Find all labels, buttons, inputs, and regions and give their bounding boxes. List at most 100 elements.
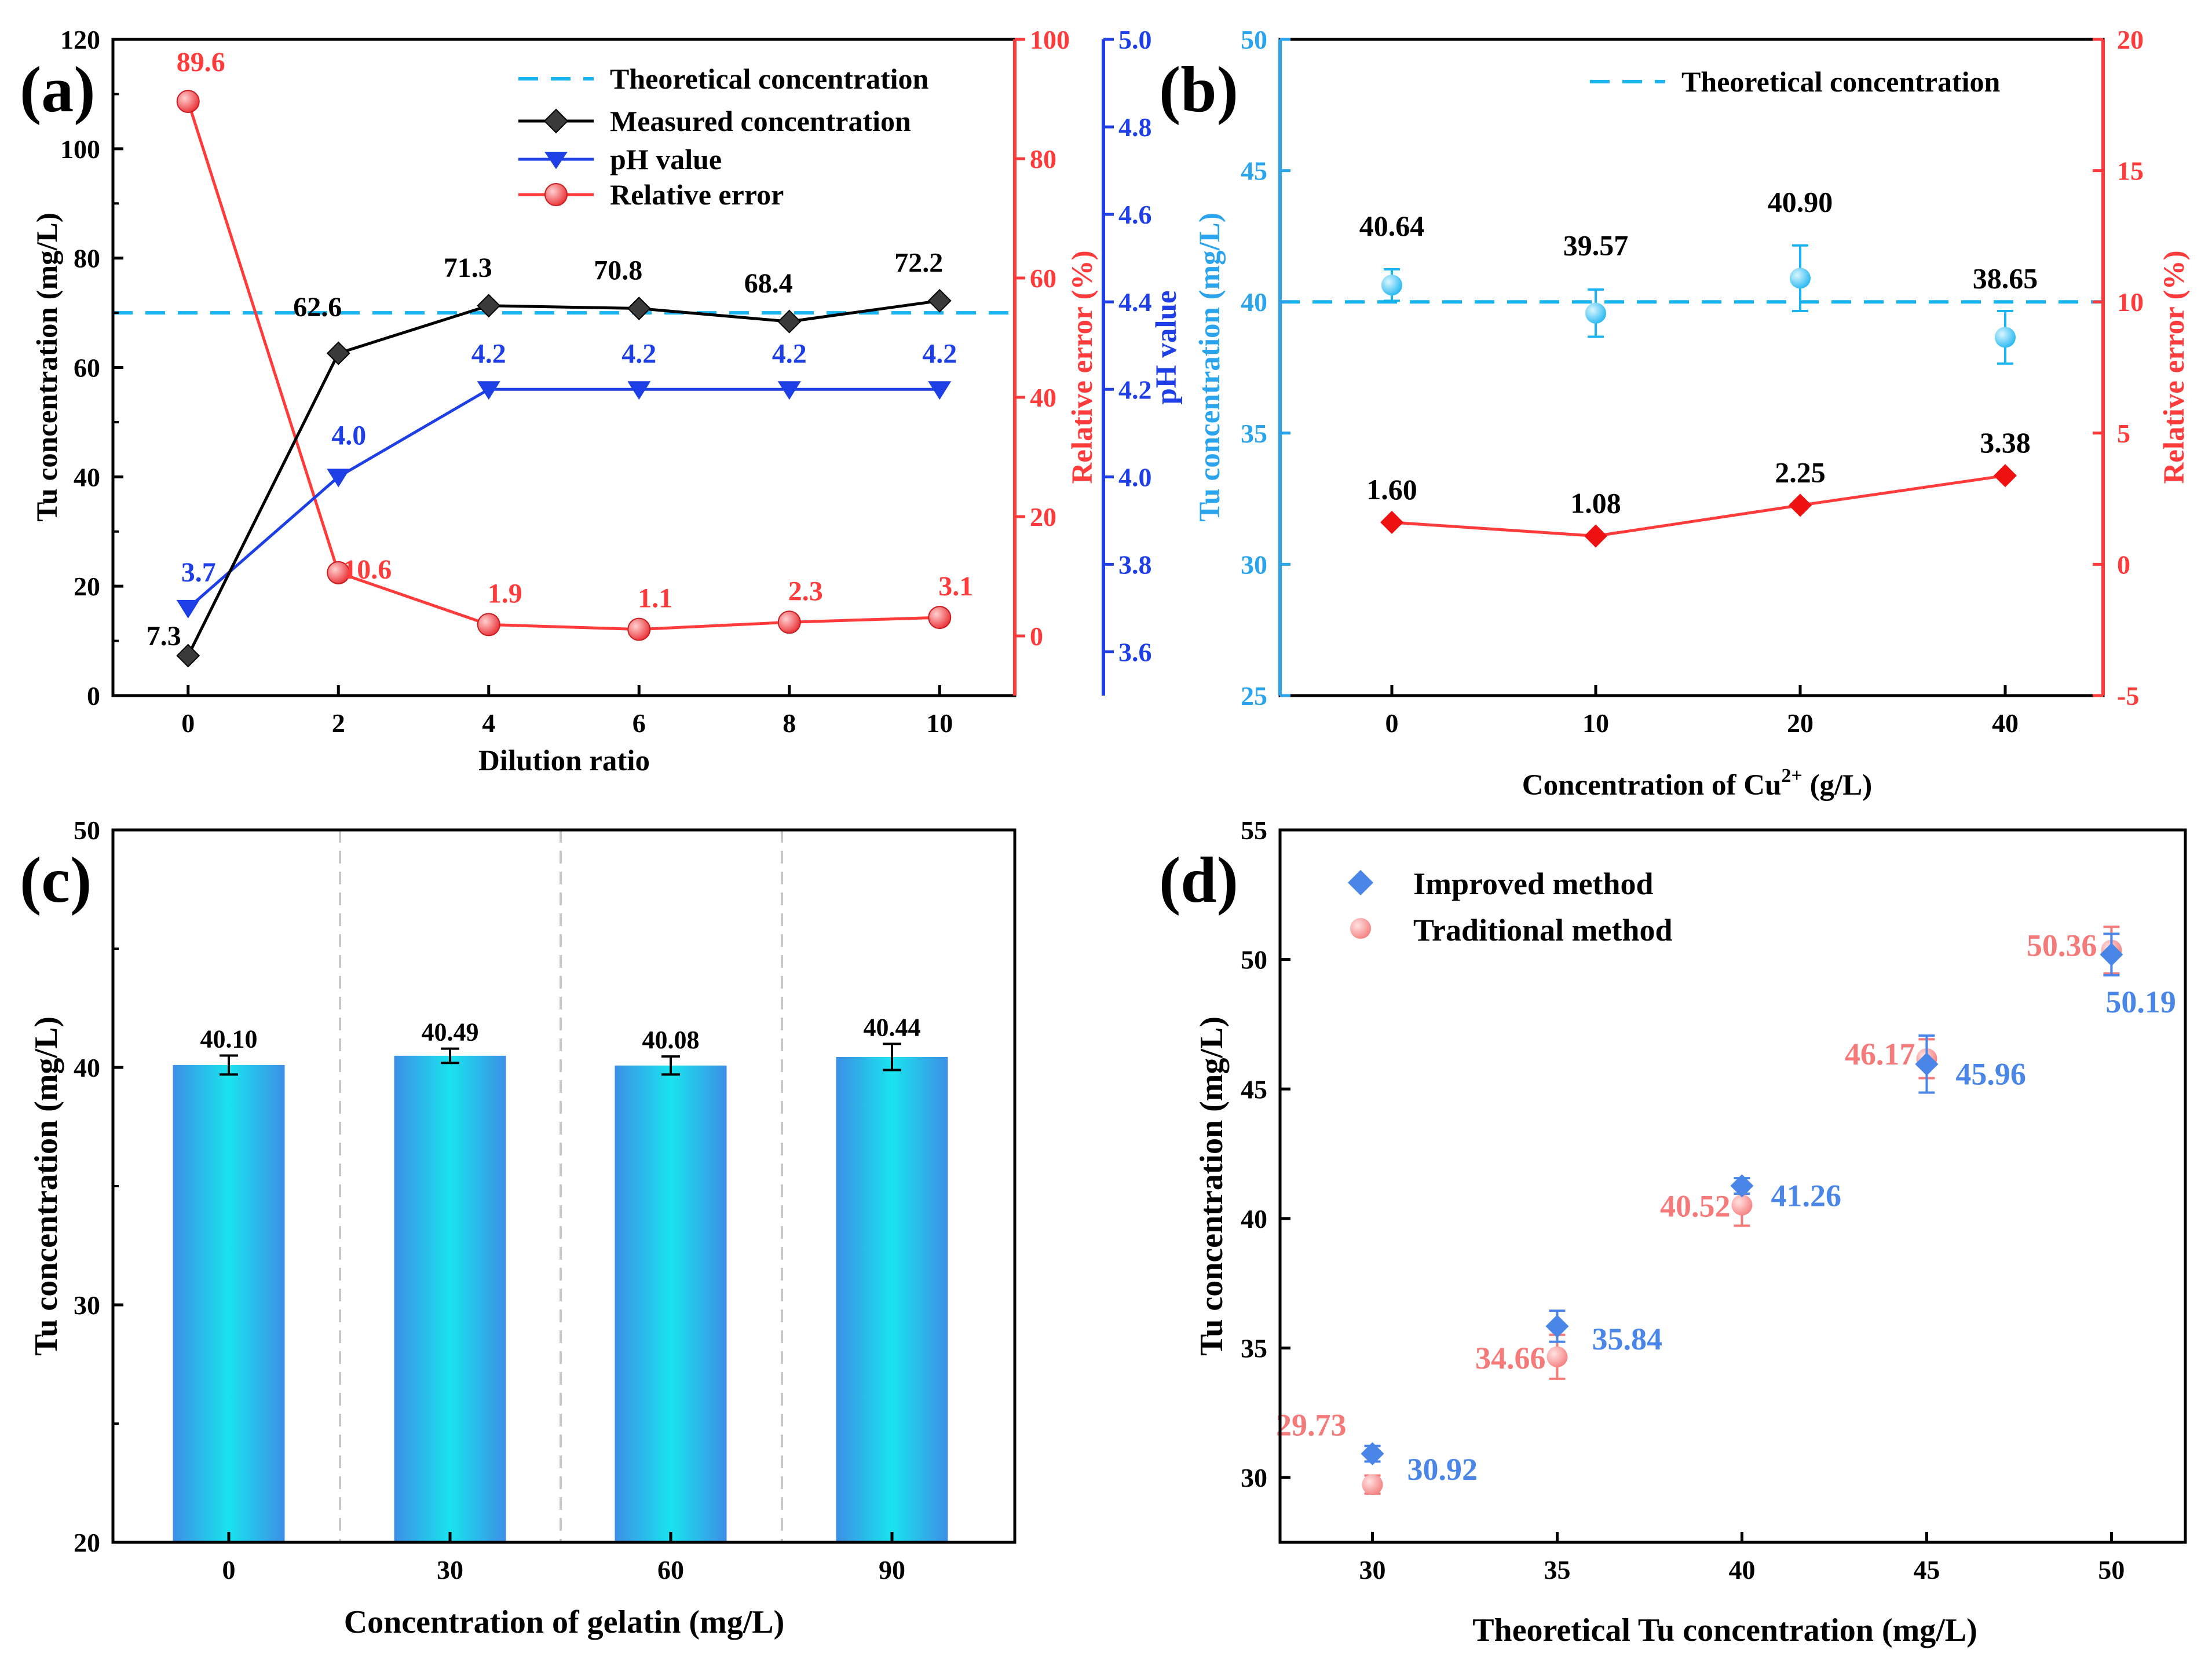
b-ylabel: Tu concentration (mg/L) <box>1194 213 1226 522</box>
c-xlabel: Concentration of gelatin (mg/L) <box>344 1604 785 1640</box>
c-panel-label: (c) <box>20 844 92 916</box>
b-tu-label: 40.64 <box>1359 210 1425 242</box>
b-xtick-label: 0 <box>1385 708 1399 738</box>
b-xlabel-main: Concentration of Cu <box>1522 769 1782 802</box>
d-improved-label: 35.84 <box>1592 1322 1662 1356</box>
a-ph-point <box>176 599 200 619</box>
d-legend-traditional-marker <box>1350 918 1371 939</box>
a-y2tick-label: 20 <box>1030 502 1056 532</box>
a-ytick-label: 20 <box>74 572 100 601</box>
d-xtick-label: 50 <box>2098 1555 2125 1585</box>
b-y2tick-label: 20 <box>2117 25 2144 54</box>
a-ph-point <box>477 381 500 400</box>
d-traditional-label: 46.17 <box>1845 1037 1915 1071</box>
b-xtick-label: 10 <box>1582 708 1609 738</box>
a-legend-measured-marker <box>543 108 569 134</box>
a-y2tick-label: 100 <box>1030 25 1070 54</box>
d-legend-improved: Improved method <box>1413 866 1654 901</box>
b-tu-label: 40.90 <box>1768 185 1833 218</box>
c-bar-label: 40.49 <box>422 1018 479 1047</box>
a-relerr-point <box>327 561 350 584</box>
b-relerr-label: 2.25 <box>1775 456 1826 488</box>
b-xlabel-tail: (g/L) <box>1802 769 1872 802</box>
b-y2label: Relative error (%) <box>2158 250 2191 484</box>
b-relerr-label: 3.38 <box>1980 426 2031 459</box>
a-relerr-label: 1.9 <box>488 578 522 609</box>
d-improved-point <box>1730 1174 1754 1198</box>
a-y2label: Relative error (%) <box>1066 250 1099 484</box>
a-ph-label: 3.7 <box>181 557 216 588</box>
d-xtick-label: 35 <box>1544 1555 1570 1585</box>
b-y2tick-label: 15 <box>2117 156 2144 186</box>
a-y3tick-label: 3.8 <box>1118 550 1152 579</box>
a-measured-label: 70.8 <box>594 255 642 286</box>
d-ytick-label: 45 <box>1241 1074 1267 1104</box>
a-relerr-label: 89.6 <box>177 47 225 78</box>
c-ytick-label: 30 <box>74 1290 100 1320</box>
b-panel-label: (b) <box>1159 54 1238 126</box>
a-ph-label: 4.2 <box>772 338 807 369</box>
c-xtick-label: 0 <box>222 1555 236 1585</box>
d-legend: Improved method Traditional method <box>1348 866 1673 948</box>
a-measured-point <box>326 341 350 365</box>
a-y3tick-label: 5.0 <box>1118 25 1152 54</box>
b-relerr-point <box>1380 510 1403 534</box>
b-legend-theoretical: Theoretical concentration <box>1681 65 2001 98</box>
c-ytick-label: 40 <box>74 1053 100 1082</box>
a-measured-label: 72.2 <box>894 247 943 278</box>
b-y2tick-label: 0 <box>2117 550 2130 579</box>
d-xlabel: Theoretical Tu concentration (mg/L) <box>1472 1612 1977 1648</box>
d-ytick-label: 50 <box>1241 945 1267 975</box>
b-xlabel: Concentration of Cu2+ (g/L) <box>1522 765 1872 802</box>
b-tu-label: 39.57 <box>1563 229 1629 262</box>
d-xtick-label: 40 <box>1728 1555 1755 1585</box>
d-traditional-point <box>1362 1474 1383 1495</box>
a-legend-ph-marker <box>544 152 568 169</box>
panel-a: 7.3 62.6 71.3 70.8 68.4 72.2 3.7 4.0 4.2 4.2 4.2 4.… <box>20 25 1183 777</box>
a-legend: Theoretical concentration Measured conce… <box>518 63 929 211</box>
a-plot-frame <box>111 38 1017 697</box>
a-measured-point <box>927 288 952 313</box>
d-improved-label: 50.19 <box>2105 985 2176 1019</box>
d-legend-traditional: Traditional method <box>1413 913 1673 948</box>
a-ph-label: 4.2 <box>621 338 656 369</box>
a-y2tick-label: 0 <box>1030 621 1043 651</box>
d-ytick-label: 35 <box>1241 1334 1267 1363</box>
a-relerr-point <box>176 90 200 114</box>
b-tu-label: 38.65 <box>1973 262 2038 294</box>
d-ytick-label: 30 <box>1241 1463 1267 1493</box>
panel-d: 30.92 35.84 41.26 45.96 50.19 29.73 34.66 40.52… <box>1159 815 2187 1648</box>
d-ylabel: Tu concentration (mg/L) <box>1194 1016 1230 1356</box>
a-ph-point <box>777 381 801 400</box>
d-plot-frame <box>1278 828 2187 1544</box>
b-xtick-label: 20 <box>1787 708 1814 738</box>
a-y3tick-label: 4.4 <box>1118 287 1152 317</box>
a-relerr-line <box>187 101 940 631</box>
a-ph-line <box>187 387 940 609</box>
b-tu-point <box>1995 327 2016 348</box>
a-measured-label: 62.6 <box>293 292 342 323</box>
b-relerr-point <box>1789 493 1812 517</box>
a-xtick-label: 0 <box>181 708 195 738</box>
b-relerr-point <box>1994 464 2017 488</box>
a-ytick-label: 80 <box>74 244 100 273</box>
c-ytick-label: 50 <box>74 815 100 845</box>
b-xtick-label: 40 <box>1992 708 2019 738</box>
b-y2tick-label: 10 <box>2117 287 2144 317</box>
d-improved-point <box>2100 943 2123 967</box>
d-xtick-label: 45 <box>1913 1555 1940 1585</box>
a-y3tick-label: 4.0 <box>1118 462 1152 492</box>
c-ylabel: Tu concentration (mg/L) <box>28 1016 64 1356</box>
b-relerr-point <box>1584 524 1607 548</box>
a-measured-label: 71.3 <box>444 253 492 283</box>
a-relerr-label: 1.1 <box>638 583 672 614</box>
b-tu-point <box>1381 275 1402 296</box>
a-ph-label: 4.2 <box>922 338 957 369</box>
a-xtick-label: 6 <box>632 708 646 738</box>
a-xlabel: Dilution ratio <box>478 745 650 777</box>
c-bar <box>173 1065 285 1542</box>
a-y3tick-label: 4.8 <box>1118 112 1152 142</box>
b-ytick-label: 40 <box>1241 287 1267 317</box>
b-tu-point <box>1790 268 1811 289</box>
a-measured-label: 68.4 <box>744 268 793 299</box>
